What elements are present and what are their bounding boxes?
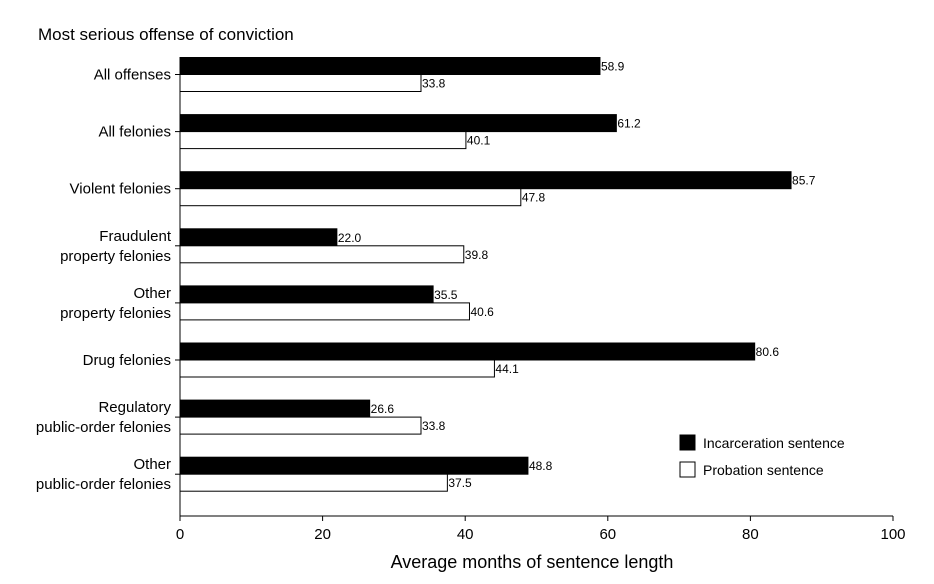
bar-value-label: 40.6 [470,305,494,319]
bar-value-label: 22.0 [338,231,362,245]
incarceration-bar [179,285,434,304]
legend-label: Probation sentence [703,462,824,478]
incarceration-bar [179,342,756,361]
incarceration-bar [179,456,529,475]
probation-bar [179,416,422,435]
incarceration-bar [179,57,601,75]
probation-bar [179,245,465,264]
legend-label: Incarceration sentence [703,435,845,451]
probation-bar [179,302,470,321]
bar-value-label: 85.7 [792,174,816,188]
category-label-line2: property felonies [60,305,171,322]
category-label: All felonies [98,124,171,141]
category-label-line1: Fraudulent [99,228,172,245]
x-tick-label: 60 [599,526,616,543]
x-tick-label: 20 [314,526,331,543]
incarceration-bar [179,228,338,247]
category-label-line2: public-order felonies [36,476,171,493]
category-label-line2: property felonies [60,248,171,265]
probation-bar [179,188,522,207]
category-label-line1: Other [133,285,171,302]
plot-area: 0 20 40 60 80 100 58.9 33.8 All offenses 61.2 40.1… [36,57,906,543]
bar-value-label: 33.8 [422,419,446,433]
incarceration-bar [179,114,617,133]
bar-value-label: 47.8 [522,191,546,205]
incarceration-bar [179,171,792,190]
bar-value-label: 58.9 [601,60,625,74]
bar-value-label: 40.1 [467,134,491,148]
category-label: Drug felonies [83,352,171,369]
bar-value-label: 26.6 [371,402,395,416]
category-label: All offenses [94,67,171,84]
probation-bar [179,131,467,150]
bar-value-label: 80.6 [756,345,780,359]
x-tick-label: 0 [176,526,184,543]
bar-value-label: 48.8 [529,459,553,473]
incarceration-bar [179,399,371,418]
bar-value-label: 39.8 [465,248,489,262]
x-tick-label: 80 [742,526,759,543]
category-label: Violent felonies [70,181,171,198]
bar-value-label: 37.5 [448,476,472,490]
bar-value-label: 35.5 [434,288,458,302]
category-label-line2: public-order felonies [36,419,171,436]
probation-bar [179,473,448,492]
y-axis-title: Most serious offense of conviction [38,25,294,44]
category-label-line1: Regulatory [98,399,171,416]
x-tick-label: 100 [880,526,905,543]
bar-value-label: 61.2 [617,117,641,131]
legend-swatch [679,434,696,451]
legend-swatch [679,461,696,478]
probation-bar [179,74,422,92]
x-tick-label: 40 [457,526,474,543]
bar-value-label: 44.1 [495,362,519,376]
probation-bar [179,359,495,378]
x-axis-title: Average months of sentence length [391,552,674,572]
category-label-line1: Other [133,456,171,473]
bar-value-label: 33.8 [422,77,446,91]
